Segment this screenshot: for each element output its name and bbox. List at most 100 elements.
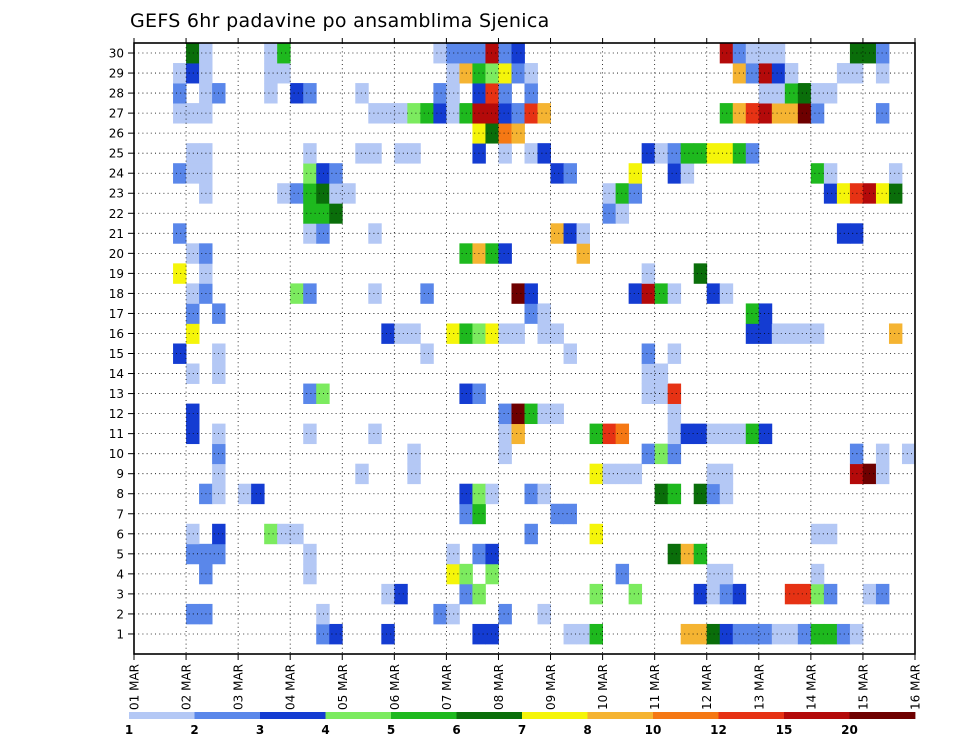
heatmap-cell-m2-s24 bbox=[446, 603, 460, 625]
heatmap-cell-m18-s30 bbox=[524, 283, 538, 304]
heatmap-cell-m27-s4 bbox=[186, 103, 200, 124]
y-tick-label: 21 bbox=[109, 227, 124, 241]
heatmap-cell-m21-s33 bbox=[563, 223, 577, 244]
y-tick-label: 8 bbox=[116, 487, 124, 501]
colorbar-swatch bbox=[718, 712, 785, 719]
colorbar-legend: 1 2 3 4 5 6 7 8 10 12 15 20 bbox=[125, 712, 916, 737]
heatmap-cell-m24-s33 bbox=[563, 163, 577, 184]
heatmap-cell-m10-s40 bbox=[654, 443, 669, 465]
heatmap-cell-m15-s41 bbox=[667, 343, 682, 364]
x-tick-label: 01 MAR bbox=[128, 664, 142, 710]
heatmap-cell-m21-s54 bbox=[836, 223, 851, 244]
y-tick-label: 16 bbox=[109, 327, 124, 341]
heatmap-cell-m3-s38 bbox=[628, 583, 643, 605]
heatmap-cell-m29-s57 bbox=[875, 63, 890, 84]
heatmap-cell-m8-s40 bbox=[654, 483, 669, 505]
heatmap-cell-m30-s23 bbox=[433, 43, 447, 64]
heatmap-cell-m23-s11 bbox=[277, 183, 291, 204]
heatmap-cell-m11-s48 bbox=[758, 423, 773, 445]
heatmap-cell-m7-s33 bbox=[563, 503, 577, 525]
heatmap-cell-m24-s53 bbox=[823, 163, 838, 184]
heatmap-cell-m6-s30 bbox=[524, 523, 538, 545]
colorbar-swatch bbox=[784, 712, 850, 719]
heatmap-cell-m25-s41 bbox=[667, 143, 682, 164]
heatmap-cell-m27-s21 bbox=[407, 103, 421, 124]
heatmap-cell-m5-s27 bbox=[485, 543, 499, 565]
heatmap-cell-m19-s39 bbox=[641, 263, 656, 284]
heatmap-cell-m15-s39 bbox=[641, 343, 656, 364]
heatmap-cell-m27-s27 bbox=[485, 103, 499, 124]
heatmap-cell-m29-s47 bbox=[745, 63, 760, 84]
colorbar-swatch bbox=[849, 712, 916, 719]
colorbar-swatch bbox=[194, 712, 261, 719]
y-tick-label: 6 bbox=[116, 527, 124, 541]
heatmap-cell-m30-s24 bbox=[446, 43, 460, 64]
heatmap-cell-m21-s18 bbox=[368, 223, 382, 244]
heatmap-cell-m28-s10 bbox=[264, 83, 278, 104]
y-tick-label: 22 bbox=[109, 207, 124, 221]
heatmap-cell-m30-s11 bbox=[277, 43, 291, 64]
colorbar-tick-label: 4 bbox=[321, 723, 329, 737]
heatmap-cell-m24-s42 bbox=[680, 163, 695, 184]
heatmap-cell-m16-s48 bbox=[758, 323, 773, 344]
heatmap-cell-m27-s3 bbox=[173, 103, 187, 124]
heatmap-cell-m6-s52 bbox=[810, 523, 825, 545]
heatmap-cell-m18-s29 bbox=[511, 283, 525, 304]
colorbar-swatch bbox=[260, 712, 326, 719]
y-tick-label: 5 bbox=[116, 547, 124, 561]
heatmap-cell-m16-s28 bbox=[498, 323, 512, 344]
heatmap-cell-m24-s32 bbox=[550, 163, 564, 184]
heatmap-cell-m1-s52 bbox=[810, 623, 825, 645]
heatmap-cell-m24-s3 bbox=[173, 163, 187, 184]
colorbar-swatch bbox=[587, 712, 654, 719]
heatmap-cell-m29-s4 bbox=[186, 63, 200, 84]
y-tick-label: 20 bbox=[109, 247, 124, 261]
heatmap-cell-m1-s34 bbox=[576, 623, 590, 645]
y-tick-label: 24 bbox=[109, 167, 124, 181]
colorbar-tick-label: 1 bbox=[125, 723, 133, 737]
heatmap-cell-m8-s31 bbox=[537, 483, 551, 505]
plot-frame bbox=[133, 42, 916, 655]
heatmap-cell-m5-s4 bbox=[186, 543, 200, 565]
heatmap-cell-m18-s41 bbox=[667, 283, 682, 304]
heatmap-cell-m27-s48 bbox=[758, 103, 773, 124]
heatmap-cell-m18-s22 bbox=[420, 283, 434, 304]
heatmap-cell-m23-s54 bbox=[836, 183, 851, 204]
heatmap-cell-m29-s50 bbox=[784, 63, 799, 84]
heatmap-cell-m8-s44 bbox=[706, 483, 721, 505]
heatmap-cell-m27-s22 bbox=[420, 103, 434, 124]
heatmap-cell-m27-s28 bbox=[498, 103, 512, 124]
heatmap-cell-m18-s38 bbox=[628, 283, 643, 304]
heatmap-cell-m12-s31 bbox=[537, 403, 551, 425]
heatmap-cell-m3-s50 bbox=[784, 583, 799, 605]
colorbar-swatch bbox=[653, 712, 719, 719]
heatmap-cell-m17-s4 bbox=[186, 303, 200, 324]
heatmap-cell-m9-s38 bbox=[628, 463, 643, 485]
heatmap-cell-m28-s24 bbox=[446, 83, 460, 104]
heatmap-cell-m8-s8 bbox=[238, 483, 252, 505]
y-tick-label: 23 bbox=[109, 187, 124, 201]
heatmap-cell-m29-s28 bbox=[498, 63, 512, 84]
heatmap-cell-m25-s18 bbox=[368, 143, 382, 164]
colorbar-tick-label: 12 bbox=[710, 723, 727, 737]
heatmap-cell-m25-s44 bbox=[706, 143, 721, 164]
heatmap-cell-m1-s43 bbox=[693, 623, 708, 645]
colorbar-tick-label: 15 bbox=[776, 723, 793, 737]
heatmap-cell-m29-s30 bbox=[524, 63, 538, 84]
heatmap-cell-m4-s37 bbox=[615, 563, 630, 585]
heatmap-cell-m30-s27 bbox=[485, 43, 499, 64]
heatmap-cell-m1-s27 bbox=[485, 623, 499, 645]
heatmap-cell-m7-s32 bbox=[550, 503, 564, 525]
heatmap-cell-m24-s4 bbox=[186, 163, 200, 184]
heatmap-cell-m18-s40 bbox=[654, 283, 669, 304]
heatmap-cell-m25-s39 bbox=[641, 143, 656, 164]
heatmap-cell-m16-s19 bbox=[381, 323, 395, 344]
heatmap-cell-m11-s42 bbox=[680, 423, 695, 445]
heatmap-cell-m10-s59 bbox=[901, 443, 916, 465]
heatmap-cell-m10-s28 bbox=[498, 443, 512, 465]
heatmap-cell-m27-s23 bbox=[433, 103, 447, 124]
y-axis-ticks: 1234567891011121314151617181920212223242… bbox=[109, 47, 134, 641]
heatmap-cell-m16-s49 bbox=[771, 323, 786, 344]
x-tick-label: 08 MAR bbox=[492, 664, 506, 710]
y-tick-label: 25 bbox=[109, 147, 124, 161]
